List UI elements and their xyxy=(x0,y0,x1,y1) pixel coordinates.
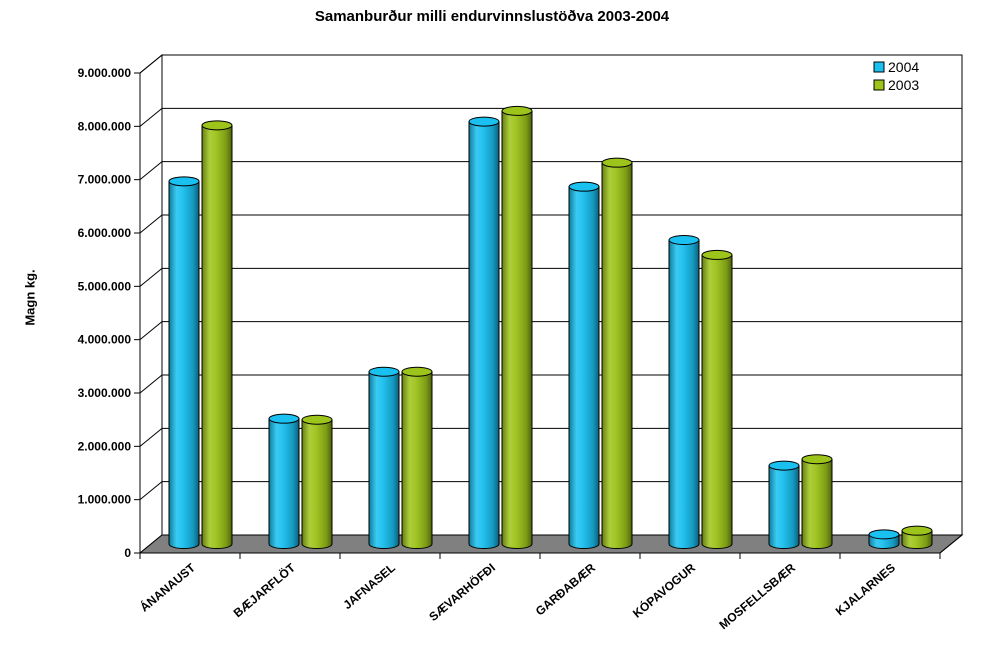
x-tick-label: KJALARNES xyxy=(833,561,898,619)
y-tick-label: 5.000.000 xyxy=(78,279,132,293)
gridline-side xyxy=(139,54,163,74)
gridline-side xyxy=(139,481,163,501)
x-tick-label: ÁNANAUST xyxy=(137,559,199,614)
y-tick-label: 8.000.000 xyxy=(78,119,132,133)
y-tick-label: 4.000.000 xyxy=(78,333,132,347)
chart-title: Samanburður milli endurvinnslustöðva 200… xyxy=(314,8,670,25)
x-tick-label: SÆVARHÖFÐI xyxy=(426,560,498,624)
gridline-side xyxy=(139,267,163,287)
legend-swatch xyxy=(873,61,885,73)
legend-label: 2004 xyxy=(888,59,919,75)
x-tick-label: MOSFELLSBÆR xyxy=(716,560,798,632)
y-tick-label: 2.000.000 xyxy=(78,439,132,453)
y-tick-label: 7.000.000 xyxy=(78,173,132,187)
gridline-side xyxy=(139,107,163,127)
bar-2004-5 xyxy=(568,181,600,549)
bar-2003-4 xyxy=(501,105,533,549)
bar-2003-1 xyxy=(201,120,233,549)
x-tick-label: KÓPAVOGUR xyxy=(629,560,698,621)
bar-2004-1 xyxy=(168,176,200,549)
plot-floor xyxy=(138,534,964,554)
y-tick-label: 6.000.000 xyxy=(78,226,132,240)
y-tick-label: 3.000.000 xyxy=(78,386,132,400)
bar-2004-6 xyxy=(668,235,700,549)
gridline-side xyxy=(139,374,163,394)
y-tick-label: 1.000.000 xyxy=(78,493,132,507)
bar-2003-8 xyxy=(901,525,933,549)
bar-2003-5 xyxy=(601,157,633,549)
x-tick-label: GARÐABÆR xyxy=(533,560,598,618)
plot-side-wall xyxy=(139,53,163,555)
bar-2004-8 xyxy=(868,529,900,549)
bar-2003-7 xyxy=(801,454,833,549)
bar-2004-3 xyxy=(368,366,400,549)
x-tick-label: BÆJARFLÖT xyxy=(230,559,298,620)
gridline-side xyxy=(139,161,163,181)
x-tick-label: JAFNASEL xyxy=(340,561,398,612)
gridline-side xyxy=(139,321,163,341)
y-tick-label: 9.000.000 xyxy=(78,66,132,80)
bar-2003-6 xyxy=(701,249,733,549)
bar-2003-3 xyxy=(401,366,433,549)
gridline-side xyxy=(139,427,163,447)
bar-2004-7 xyxy=(768,460,800,549)
legend-swatch xyxy=(873,79,885,91)
bar-2004-4 xyxy=(468,116,500,549)
x-axis-edge xyxy=(939,534,963,554)
bar-2003-2 xyxy=(301,414,333,549)
bar-2004-2 xyxy=(268,413,300,549)
gridline-side xyxy=(139,214,163,234)
legend-label: 2003 xyxy=(888,77,919,93)
y-tick-label: 0 xyxy=(124,546,131,560)
